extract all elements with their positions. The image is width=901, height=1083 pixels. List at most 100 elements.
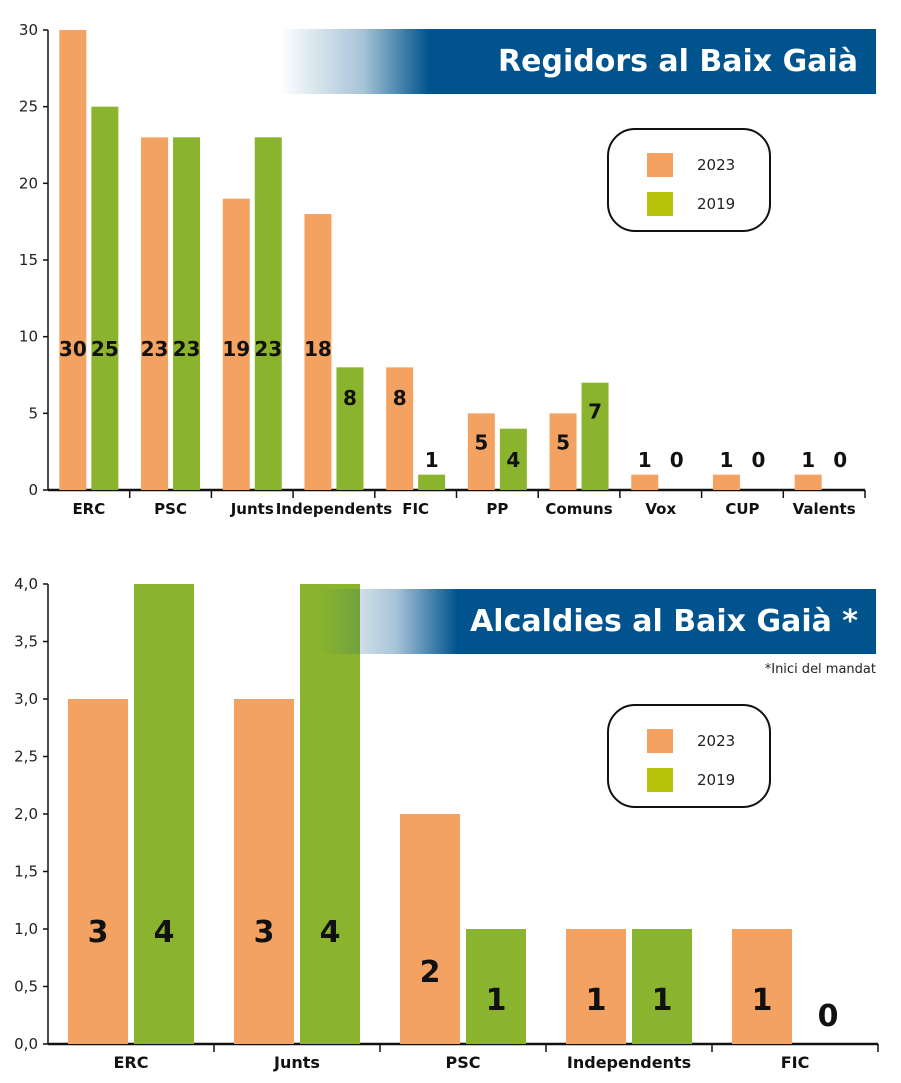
data-label-2019: 0 [818, 999, 839, 1034]
x-category-label: FIC [402, 500, 429, 518]
chart-regidors: 0 5 10 15 20 25 30 ERC 30 25 PSC 23 23 Junts 19 23 Indep… [0, 0, 901, 530]
data-label-2019: 1 [425, 448, 439, 472]
x-category-label: PP [486, 500, 508, 518]
x-category-label: ERC [114, 1053, 149, 1072]
bar-2019 [632, 929, 692, 1044]
x-category-label: PSC [446, 1053, 481, 1072]
bar-2019 [466, 929, 526, 1044]
y-tick-label: 2,0 [14, 805, 38, 823]
legend-label-2019: 2019 [697, 195, 736, 213]
data-label-2019: 8 [343, 386, 357, 410]
x-category-label: PSC [154, 500, 187, 518]
x-category-label: Junts [273, 1053, 320, 1072]
bar-2019 [300, 584, 360, 1044]
data-label-2019: 7 [588, 400, 602, 424]
bar-2023 [400, 814, 460, 1044]
data-label-2019: 0 [670, 448, 684, 472]
data-label-2023: 18 [304, 337, 332, 361]
bar-2023 [59, 30, 87, 490]
bar-2019 [499, 428, 527, 490]
bar-2023 [712, 474, 740, 490]
data-label-2023: 5 [474, 430, 488, 454]
legend-item-2019: 2019 [647, 191, 735, 217]
bar-2019 [581, 382, 609, 490]
data-label-2019: 23 [173, 337, 201, 361]
data-label-2023: 1 [586, 983, 607, 1018]
data-label-2023: 3 [254, 915, 275, 950]
bar-2023 [222, 198, 250, 490]
x-category-label: ERC [72, 500, 105, 518]
bar-2023 [794, 474, 822, 490]
data-label-2023: 1 [801, 448, 815, 472]
bar-2023 [234, 699, 294, 1044]
data-label-2023: 3 [88, 915, 109, 950]
bar-2023 [304, 214, 332, 490]
y-tick-label: 30 [19, 21, 38, 39]
bar-2023 [732, 929, 792, 1044]
legend-item-2019: 2019 [647, 767, 735, 793]
bar-2019 [254, 137, 282, 491]
legend-label-2023: 2023 [697, 732, 736, 750]
y-tick-label: 5 [28, 404, 38, 422]
x-category-label: Independents [276, 500, 393, 518]
data-label-2019: 4 [506, 448, 520, 472]
chart-alcaldies: 0,0 0,5 1,0 1,5 2,0 2,5 3,0 3,5 4,0 ERC 3 4 Junts 3 4 P… [0, 560, 901, 1083]
y-tick-label: 3,5 [14, 633, 38, 651]
legend-label-2023: 2023 [697, 156, 736, 174]
data-label-2019: 25 [91, 337, 119, 361]
legend-swatch-2023 [647, 153, 673, 177]
data-label-2023: 1 [719, 448, 733, 472]
bar-2019 [173, 137, 201, 491]
x-category-label: Junts [230, 500, 274, 518]
legend-item-2023: 2023 [647, 728, 735, 754]
bar-2023 [631, 474, 659, 490]
bar-2023 [141, 137, 169, 491]
y-tick-label: 20 [19, 174, 38, 192]
data-label-2019: 1 [652, 983, 673, 1018]
chart-regidors-title: Regidors al Baix Gaià [280, 29, 876, 94]
y-tick-label: 1,0 [14, 920, 38, 938]
chart-alcaldies-title: Alcaldies al Baix Gaià * [318, 589, 876, 654]
data-label-2023: 19 [222, 337, 250, 361]
bar-2023 [467, 413, 495, 490]
data-label-2023: 5 [556, 430, 570, 454]
data-label-2023: 1 [638, 448, 652, 472]
legend-swatch-2023 [647, 729, 673, 753]
y-tick-label: 2,5 [14, 748, 38, 766]
legend-item-2023: 2023 [647, 152, 735, 178]
bar-2019 [91, 106, 119, 491]
y-tick-label: 10 [19, 328, 38, 346]
data-label-2019: 23 [254, 337, 282, 361]
x-category-label: CUP [725, 500, 759, 518]
bar-2019 [336, 367, 364, 490]
x-category-label: Vox [645, 500, 676, 518]
data-label-2023: 30 [59, 337, 87, 361]
legend-swatch-2019 [647, 768, 673, 792]
data-label-2023: 23 [141, 337, 169, 361]
data-label-2019: 0 [833, 448, 847, 472]
y-tick-label: 1,5 [14, 863, 38, 881]
bar-2019 [418, 474, 446, 490]
x-category-label: Valents [793, 500, 856, 518]
chart-alcaldies-plot: 0,0 0,5 1,0 1,5 2,0 2,5 3,0 3,5 4,0 ERC 3 4 Junts 3 4 P… [14, 575, 879, 1072]
chart-regidors-legend: 2023 2019 [607, 128, 771, 232]
bar-2023 [549, 413, 577, 490]
legend-label-2019: 2019 [697, 771, 736, 789]
x-category-label: Independents [567, 1053, 691, 1072]
data-label-2019: 0 [751, 448, 765, 472]
y-tick-label: 4,0 [14, 575, 38, 593]
data-label-2023: 1 [752, 983, 773, 1018]
y-tick-label: 0,5 [14, 978, 38, 996]
bar-2023 [566, 929, 626, 1044]
data-label-2019: 4 [154, 915, 175, 950]
data-label-2023: 8 [393, 386, 407, 410]
bar-2023 [68, 699, 128, 1044]
x-category-label: Comuns [545, 500, 612, 518]
data-label-2023: 2 [420, 955, 441, 990]
bar-2019 [134, 584, 194, 1044]
y-tick-label: 0,0 [14, 1035, 38, 1053]
y-tick-label: 0 [28, 481, 38, 499]
chart-alcaldies-note: *Inici del mandat [764, 662, 876, 677]
x-category-label: FIC [781, 1053, 810, 1072]
